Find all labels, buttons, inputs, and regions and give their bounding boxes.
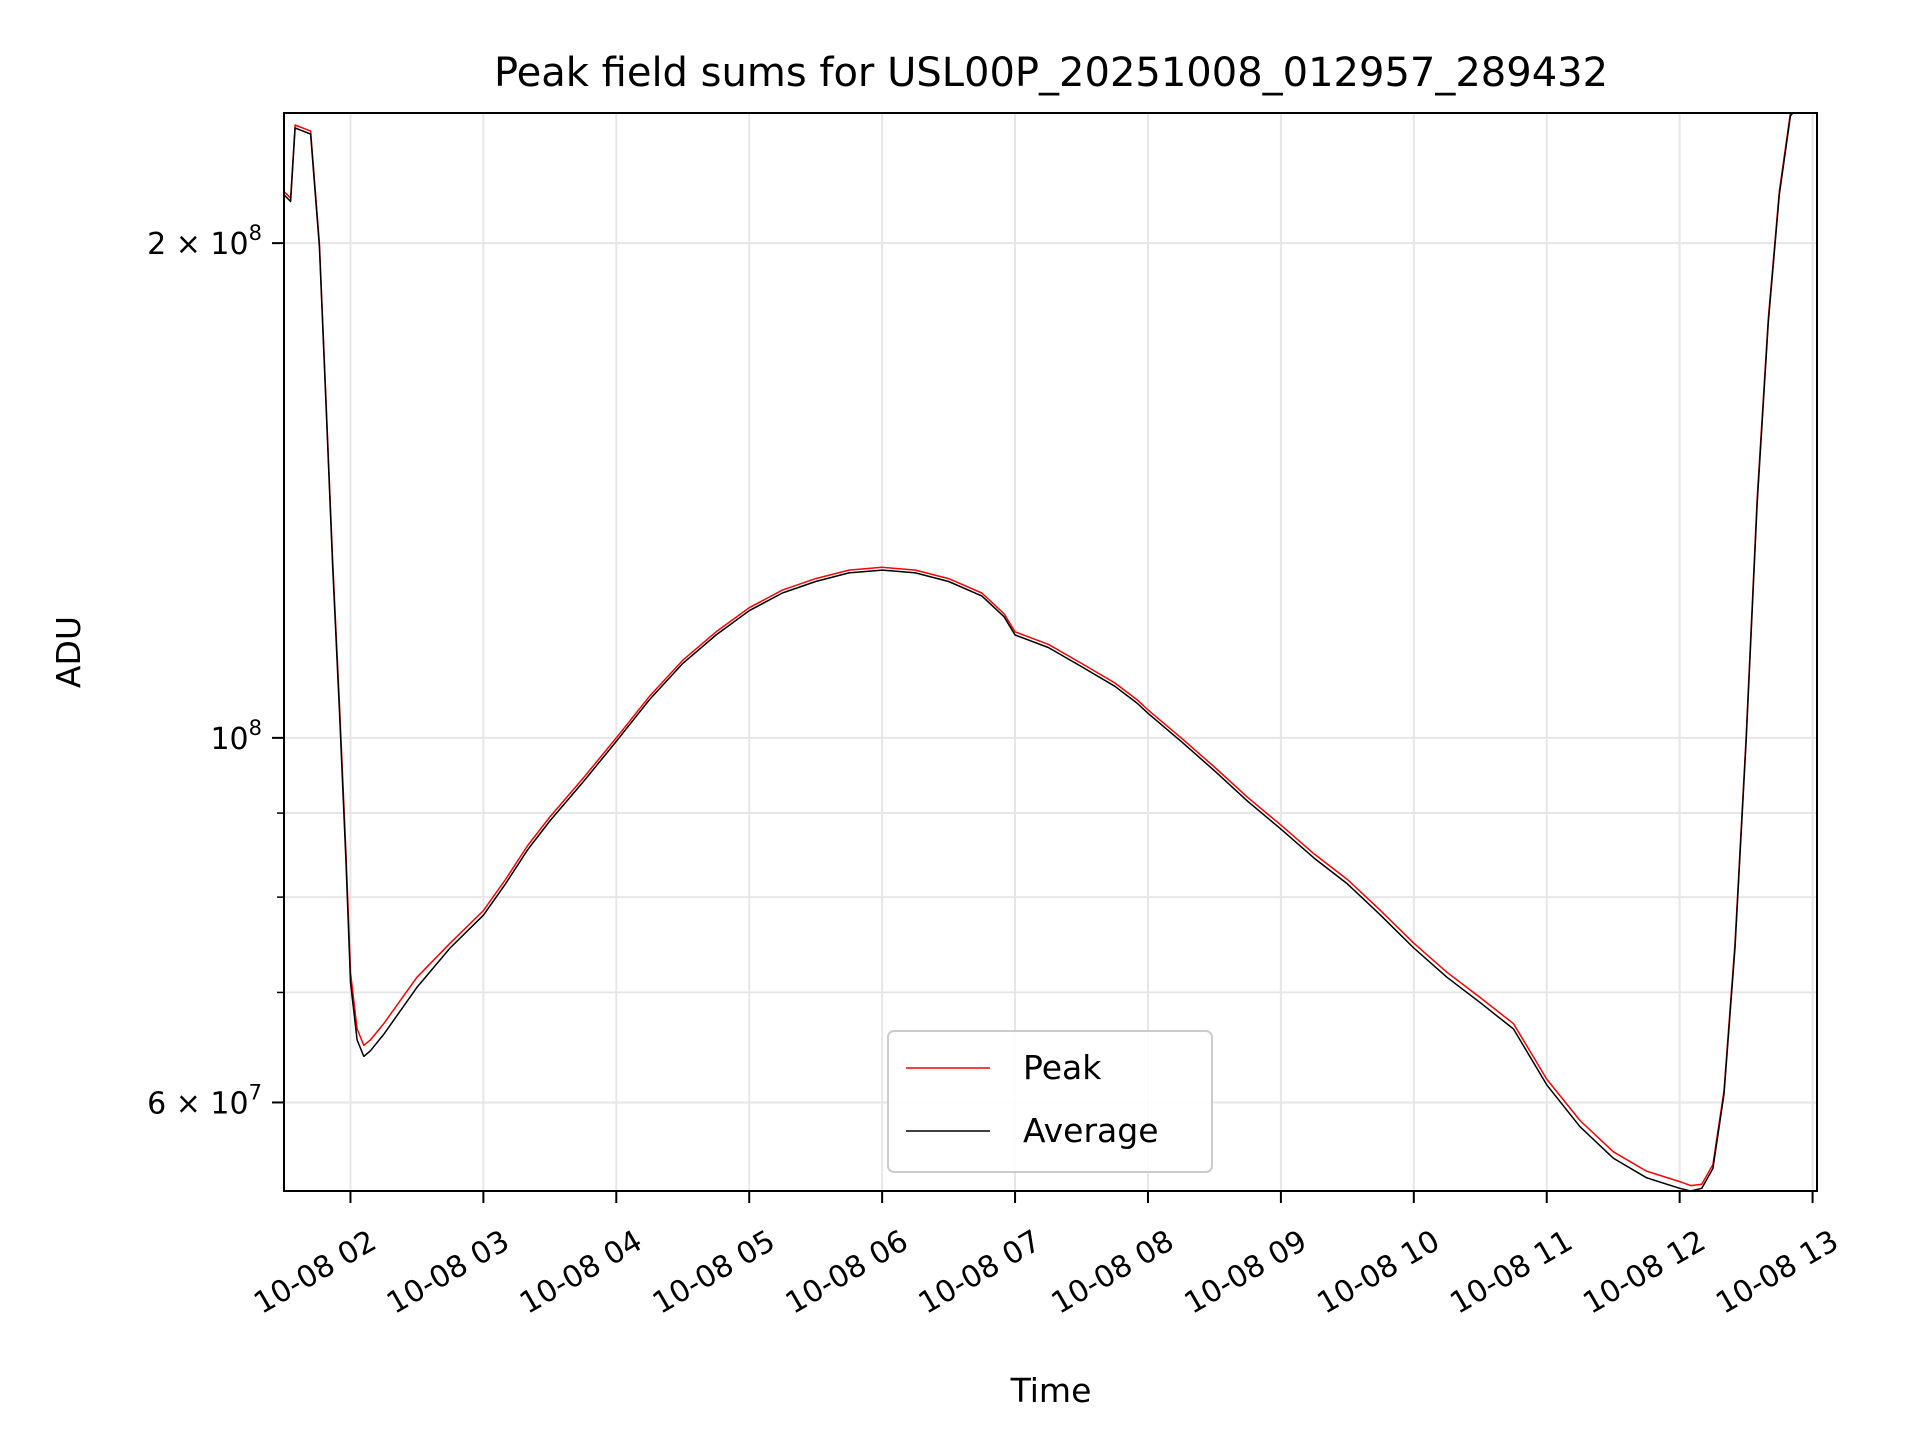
- legend: Peak Average: [887, 1030, 1213, 1173]
- y-tick-label: 2 × 108: [147, 221, 262, 262]
- plot-area: [284, 113, 1794, 1191]
- plot-frame: [283, 112, 1818, 1192]
- legend-label-peak: Peak: [1023, 1048, 1102, 1087]
- series-line-average: [284, 113, 1794, 1191]
- y-axis-label: ADU: [49, 616, 88, 688]
- legend-box: [887, 1030, 1213, 1173]
- chart-title: Peak field sums for USL00P_20251008_0129…: [494, 50, 1608, 96]
- legend-label-average: Average: [1023, 1111, 1159, 1150]
- y-tick-label: 6 × 107: [147, 1080, 262, 1121]
- series-line-peak: [284, 113, 1792, 1187]
- x-axis-label: Time: [1010, 1371, 1092, 1410]
